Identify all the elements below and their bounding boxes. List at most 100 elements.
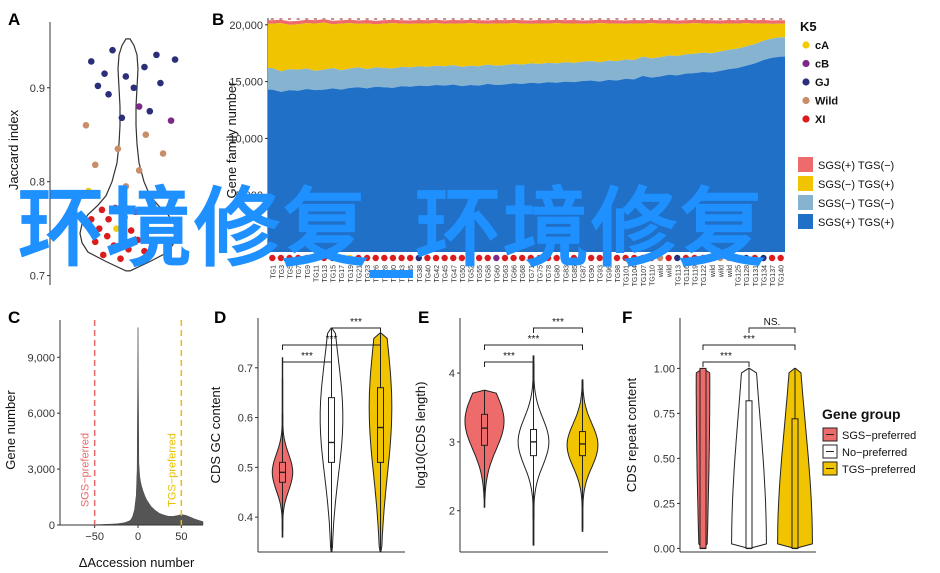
panel-b-legend-k5-label: cA (815, 40, 829, 52)
panel-b-top-marker (460, 18, 464, 20)
panel-a-point (121, 214, 128, 221)
panel-b-group-dot (587, 254, 595, 262)
panel-c-y-tick-label: 9,000 (27, 352, 55, 364)
panel-e-y-axis-label: log10(CDS length) (413, 382, 428, 489)
panel-d-significance-bracket (331, 327, 381, 333)
panel-b-x-tick-label: TG134 (761, 265, 768, 287)
panel-b-top-marker (382, 18, 386, 20)
panel-b-x-tick-label: TG17 (339, 265, 346, 283)
panel-f-legend-label: TGS−preferred (842, 464, 916, 476)
panel-a-violin (79, 38, 177, 272)
panel-b-x-tick-label: TG80 (555, 265, 562, 283)
panel-b-x-tick-label: TG21 (356, 265, 363, 283)
panel-b-top-marker (356, 18, 360, 20)
panel-b-top-marker (572, 18, 576, 20)
panel-b-group-dot (648, 254, 655, 262)
panel-a-point (105, 91, 112, 98)
panel-f-legend-label: No−preferred (842, 447, 907, 459)
panel-b-top-marker (443, 18, 447, 20)
panel-b-x-tick-label: TG5 (288, 265, 295, 279)
panel-f-y-tick-label: 0.75 (654, 408, 675, 420)
panel-b-group-dot (501, 254, 509, 262)
panel-b-top-marker (555, 18, 559, 20)
panel-b-legend-k5-swatch (802, 115, 810, 123)
panel-b-x-tick-label: TG23 (365, 265, 372, 283)
panel-b-top-marker (486, 18, 490, 20)
panel-b-group-dot (734, 254, 741, 262)
panel-b-top-marker (693, 18, 697, 20)
panel-c-y-tick-label: 6,000 (27, 408, 55, 420)
panel-b-x-tick-label: TG116 (684, 265, 691, 286)
panel-a-y-axis-label: Jaccard index (6, 109, 21, 190)
panel-c-y-axis-label: Gene number (3, 390, 18, 470)
panel-f-legend-title: Gene group (822, 406, 901, 422)
panel-f-significance-bracket (702, 361, 750, 367)
panel-b-area-sgs-minus-tgs-minus (268, 37, 785, 92)
panel-b-y-tick-label: 10,000 (229, 133, 263, 145)
panel-b-x-tick-label: TG110 (649, 265, 656, 286)
panel-f-significance-bracket (702, 344, 796, 350)
panel-b-legend-k5-label: Wild (815, 96, 838, 108)
panel-label-a: A (8, 10, 20, 29)
panel-b-group-dot (294, 254, 302, 262)
panel-b-x-tick-label: TG1 (270, 265, 277, 279)
panel-b-top-marker (701, 18, 705, 20)
panel-b-group-dot (674, 254, 681, 262)
panel-d-significance-label: *** (301, 351, 313, 362)
panel-b-top-marker (451, 18, 455, 20)
panel-b-group-dot (570, 254, 578, 262)
panel-b-group-dot (312, 254, 319, 262)
panel-f-box (745, 400, 753, 549)
panel-b-x-tick-label: TG113 (675, 265, 682, 286)
panel-a-point (141, 247, 148, 255)
panel-b-x-tick-label: wild (710, 265, 717, 278)
panel-b-group-dot (415, 254, 422, 262)
panel-a-violin-scatter: 0.7 0.8 0.9 Jaccard index (6, 22, 179, 285)
panel-e-significance-bracket (533, 327, 583, 333)
panel-c-histogram: −50 0 50 0 3,000 6,000 9,000 Gene number ΔAccess… (3, 320, 204, 570)
panel-b-group-dot (717, 254, 724, 262)
panel-b-group-dot (605, 254, 612, 262)
panel-b-top-marker (589, 18, 593, 20)
panel-b-top-marker (546, 18, 550, 20)
panel-b-group-dot (381, 254, 388, 262)
panel-b-group-dot (613, 254, 621, 262)
panel-b-top-marker (736, 18, 740, 20)
panel-b-group-dot (441, 254, 448, 262)
panel-b-x-tick-label: TG13 (322, 265, 329, 283)
panel-b-legend-tgs-swatch (798, 176, 813, 191)
panel-b-top-marker (468, 18, 472, 20)
panel-a-point (98, 206, 106, 214)
panel-b-top-marker (331, 18, 335, 20)
panel-f-y-axis-label: CDS repeat content (624, 378, 639, 493)
panel-label-b: B (212, 10, 224, 29)
panel-b-top-marker (512, 18, 516, 20)
panel-b-group-dot (691, 254, 698, 262)
panel-b-x-tick-label: TG45 (443, 265, 450, 283)
panel-a-point (95, 225, 103, 232)
panel-f-significance-bracket (748, 327, 796, 333)
panel-b-group-dot (777, 254, 784, 262)
panel-b-x-tick-label: TG128 (744, 265, 751, 287)
panel-b-group-dot (389, 254, 397, 262)
panel-a-point (135, 167, 143, 174)
panel-b-x-tick-label: TG7 (296, 265, 303, 279)
panel-b-top-marker (288, 18, 292, 20)
panel-d-significance-bracket (282, 361, 332, 367)
panel-e-y-tick-label: 3 (449, 437, 455, 449)
panel-f-legend-label: SGS−preferred (842, 430, 916, 442)
panel-b-x-tick-label: TG9 (305, 265, 312, 279)
panel-c-y-tick-label: 0 (49, 520, 55, 532)
panel-b-x-tick-label: TG35 (408, 265, 415, 283)
panel-b-top-marker (598, 18, 602, 20)
panel-b-group-dot (544, 254, 552, 262)
panel-a-point (87, 215, 95, 223)
panel-b-legend-k5-label: GJ (815, 77, 830, 89)
panel-b-x-tick-label: TG55 (477, 265, 484, 283)
panel-label-c: C (8, 308, 20, 327)
panel-b-top-marker (684, 18, 688, 20)
panel-b-x-tick-label: TG137 (770, 265, 777, 287)
panel-a-y-tick-label: 0.8 (30, 177, 45, 189)
panel-f-significance-label: *** (743, 334, 755, 345)
panel-b-group-dot (725, 254, 733, 262)
